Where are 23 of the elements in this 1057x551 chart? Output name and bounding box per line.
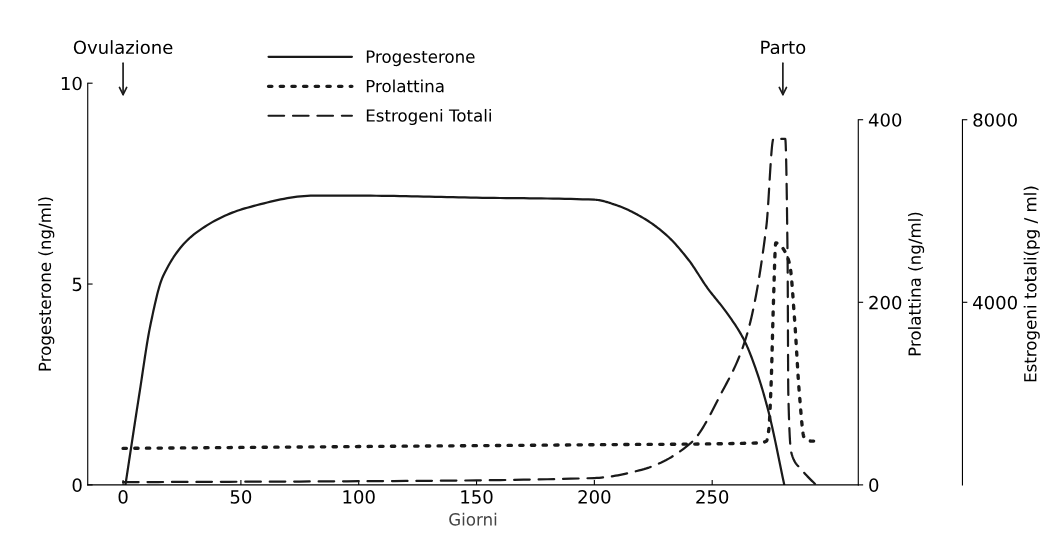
y-tick-label: 10	[61, 76, 82, 91]
x-tick-label: 250	[696, 490, 729, 504]
y2-tick-label: 400	[868, 113, 902, 127]
legend-label: Progesterone	[366, 50, 475, 67]
annotation: Parto	[761, 40, 806, 55]
x-tick-label: 100	[343, 490, 375, 504]
x-axis-title: Giorni	[449, 512, 497, 526]
y3-axis-title: Estrogeni totali(pg / ml)	[1023, 186, 1040, 382]
legend-label: Prolattina	[366, 79, 444, 93]
y-axis-title: Progesterone (ng/ml)	[38, 197, 55, 371]
legend-label: Estrogeni Totali	[366, 108, 491, 126]
annotation: Ovulazione	[73, 40, 173, 55]
y2-tick-label: 200	[869, 295, 902, 310]
y2-axis-title: Prolattina (ng/ml)	[908, 212, 925, 356]
x-tick-label: 150	[461, 490, 493, 504]
y-tick-label: 5	[72, 277, 82, 292]
x-tick-label: 0	[118, 490, 128, 504]
y2-tick-label: 0	[869, 478, 879, 492]
x-tick-label: 200	[578, 490, 611, 504]
x-tick-label: 50	[230, 490, 252, 504]
y3-tick-label: 8000	[973, 113, 1017, 127]
y-tick-label: 0	[72, 478, 82, 492]
y3-tick-label: 4000	[973, 295, 1017, 310]
